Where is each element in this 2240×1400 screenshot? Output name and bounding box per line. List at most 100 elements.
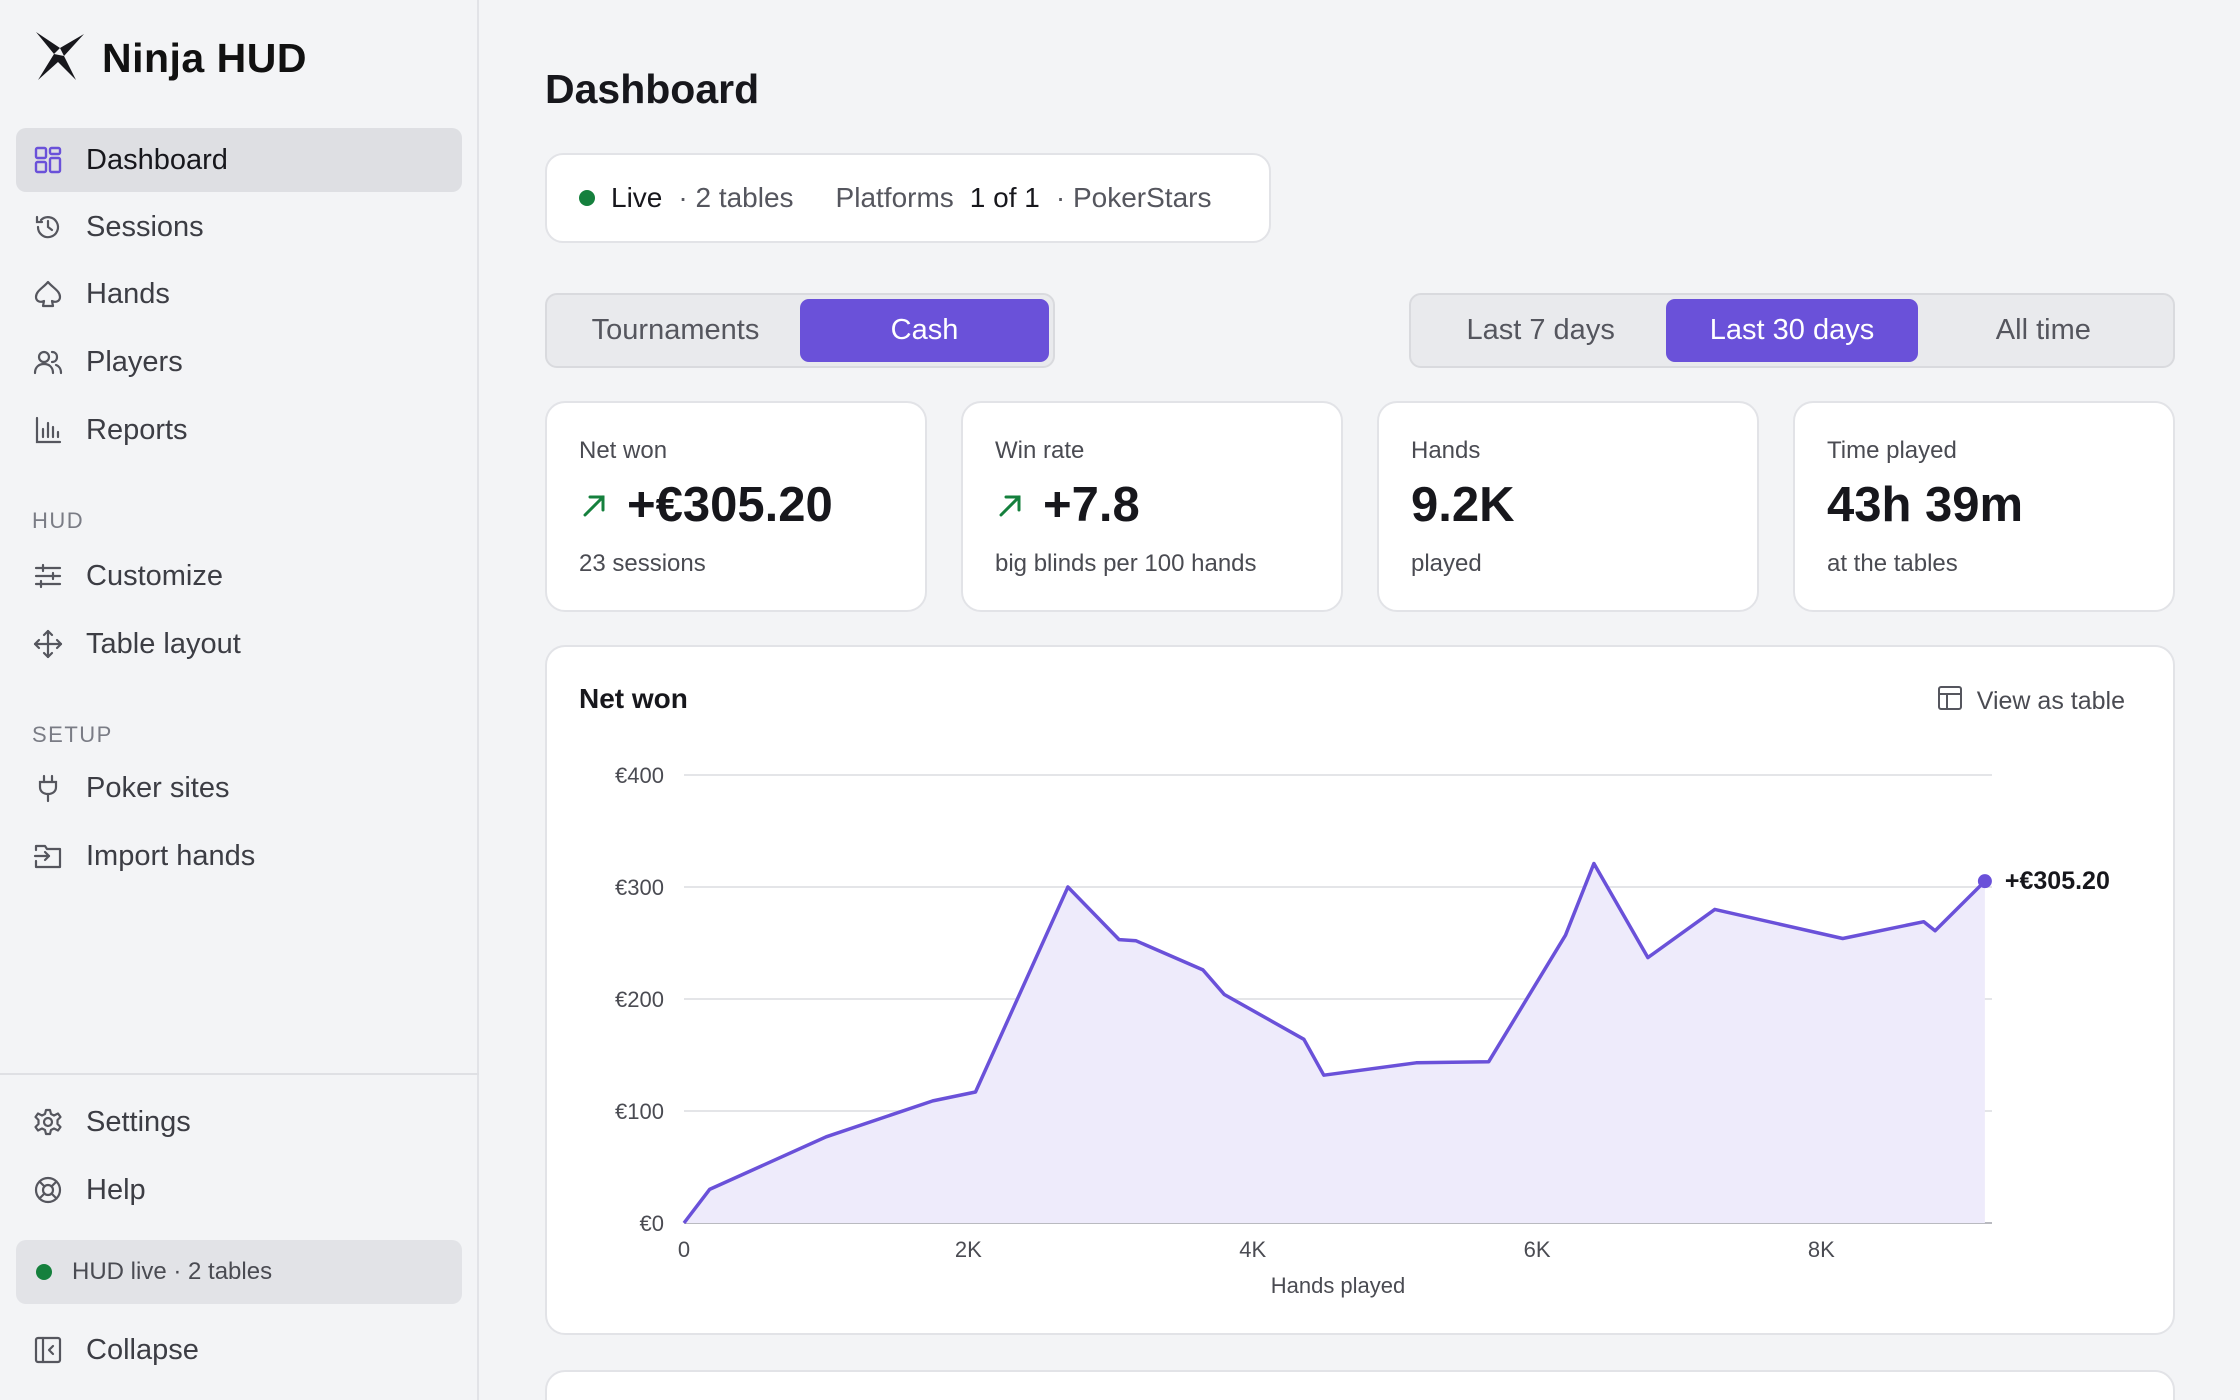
game-type-toggle: Tournaments Cash (545, 293, 1055, 368)
spade-icon (32, 278, 64, 310)
stat-card-time-played: Time played 43h 39m at the tables (1793, 401, 2175, 612)
stat-value: 43h 39m (1827, 478, 2024, 532)
y-tick-label: €100 (615, 1099, 664, 1124)
sidebar-item-poker-sites[interactable]: Poker sites (16, 756, 462, 820)
live-label: Live (611, 182, 663, 213)
sidebar-divider (0, 1073, 479, 1075)
net-won-chart-card: Net won View as table €0 €100 €200 €300 €400… (545, 645, 2175, 1335)
stat-subtext: at the tables (1827, 550, 1958, 577)
brand[interactable]: Ninja HUD (32, 28, 307, 89)
live-dot-icon (579, 190, 595, 206)
import-icon (32, 840, 64, 872)
stat-card-win-rate: Win rate +7.8 big blinds per 100 hands (961, 401, 1343, 612)
sidebar-item-hands[interactable]: Hands (16, 262, 462, 326)
stat-value-row: 43h 39m (1827, 477, 2023, 533)
move-icon (32, 628, 64, 660)
stat-card-net-won: Net won +€305.20 23 sessions (545, 401, 927, 612)
sidebar-item-label: Players (86, 345, 183, 378)
sidebar-item-label: Dashboard (86, 143, 228, 176)
y-tick-label: €300 (615, 875, 664, 900)
sidebar-item-sessions[interactable]: Sessions (16, 195, 462, 259)
sidebar-item-players[interactable]: Players (16, 330, 462, 394)
hud-live-status[interactable]: HUD live · 2 tables (16, 1240, 462, 1304)
platforms-count: 1 of 1 (969, 182, 1040, 213)
x-axis-title: Hands played (1271, 1273, 1406, 1298)
users-icon (32, 346, 64, 378)
stat-card-hands: Hands 9.2K played (1377, 401, 1759, 612)
sidebar-item-table-layout[interactable]: Table layout (16, 612, 462, 676)
history-icon (32, 211, 64, 243)
sidebar-item-help[interactable]: Help (16, 1158, 462, 1222)
tab-cash[interactable]: Cash (800, 299, 1049, 362)
stat-subtext: big blinds per 100 hands (995, 550, 1257, 577)
stat-value-row: +€305.20 (579, 477, 833, 533)
bar-chart-icon (32, 414, 64, 446)
table-icon (1937, 685, 1963, 718)
collapse-sidebar-button[interactable]: Collapse (16, 1318, 462, 1382)
plug-icon (32, 772, 64, 804)
stat-label: Hands (1411, 437, 1481, 464)
sidebar-item-settings[interactable]: Settings (16, 1090, 462, 1154)
stat-subtext: played (1411, 550, 1482, 577)
grid-icon (32, 144, 64, 176)
hud-status-label: HUD live · 2 tables (72, 1258, 273, 1285)
stat-value: +€305.20 (627, 478, 833, 532)
end-point (1977, 874, 1992, 889)
sidebar-item-customize[interactable]: Customize (16, 544, 462, 608)
ninja-logo-icon (32, 28, 88, 89)
sidebar-item-label: Reports (86, 413, 188, 446)
x-tick-label: 6K (1524, 1237, 1551, 1262)
tab-tournaments[interactable]: Tournaments (591, 314, 760, 346)
tab-last-7-days[interactable]: Last 7 days (1466, 314, 1615, 346)
x-tick-label: 8K (1808, 1237, 1835, 1262)
collapse-panel-icon (32, 1334, 64, 1366)
stat-value-row: +7.8 (995, 477, 1140, 533)
sliders-icon (32, 560, 64, 592)
tab-all-time[interactable]: All time (1995, 314, 2091, 346)
live-status-pill: Live · 2 tables Platforms 1 of 1 · Poker… (545, 153, 1271, 243)
y-tick-label: €0 (640, 1211, 664, 1236)
y-tick-label: €400 (615, 763, 664, 788)
sidebar-item-label: Import hands (86, 839, 256, 872)
x-tick-label: 0 (678, 1237, 690, 1262)
y-tick-label: €200 (615, 987, 664, 1012)
stat-value: 9.2K (1411, 478, 1515, 532)
sidebar-item-reports[interactable]: Reports (16, 398, 462, 462)
sidebar-item-label: Sessions (86, 210, 204, 243)
platforms-label: Platforms (835, 182, 954, 213)
collapse-label: Collapse (86, 1333, 199, 1366)
trend-up-icon (995, 477, 1025, 533)
sidebar-item-import-hands[interactable]: Import hands (16, 824, 462, 888)
net-won-chart: €0 €100 €200 €300 €400 0 2K 4K 6K 8K Hands played +… (615, 763, 2110, 1298)
stat-label: Net won (579, 437, 668, 464)
trend-up-icon (579, 477, 609, 533)
sidebar-item-label: Customize (86, 559, 223, 592)
stat-value: +7.8 (1043, 478, 1140, 532)
x-tick-label: 2K (955, 1237, 982, 1262)
sidebar-item-label: Hands (86, 277, 170, 310)
stat-label: Time played (1827, 437, 1957, 464)
stat-value-row: 9.2K (1411, 477, 1515, 533)
lifebuoy-icon (32, 1174, 64, 1206)
date-range-toggle: Last 7 days Last 30 days All time (1409, 293, 2175, 368)
page-title: Dashboard (545, 66, 760, 112)
live-dot-icon (36, 1264, 52, 1280)
gear-icon (32, 1106, 64, 1138)
view-as-table-label: View as table (1976, 687, 2125, 715)
platform-name: · PokerStars (1055, 182, 1212, 213)
view-as-table-button[interactable]: View as table (1937, 685, 2125, 718)
section-heading-setup: SETUP (32, 722, 113, 747)
end-value-label: +€305.20 (2005, 867, 2110, 895)
chart-card-title: Net won (579, 683, 688, 714)
tab-last-30-days[interactable]: Last 30 days (1666, 299, 1918, 362)
sidebar-item-dashboard[interactable]: Dashboard (16, 128, 462, 192)
live-tables: · 2 tables (678, 182, 794, 213)
section-heading-hud: HUD (32, 508, 85, 533)
sidebar-item-label: Poker sites (86, 771, 230, 804)
brand-name: Ninja HUD (102, 35, 307, 81)
sidebar: Ninja HUD Dashboard Sessions Hands (0, 0, 479, 1400)
series-area (684, 863, 1985, 1223)
next-card (545, 1370, 2175, 1400)
sidebar-item-label: Settings (86, 1105, 191, 1138)
stat-subtext: 23 sessions (579, 550, 706, 577)
